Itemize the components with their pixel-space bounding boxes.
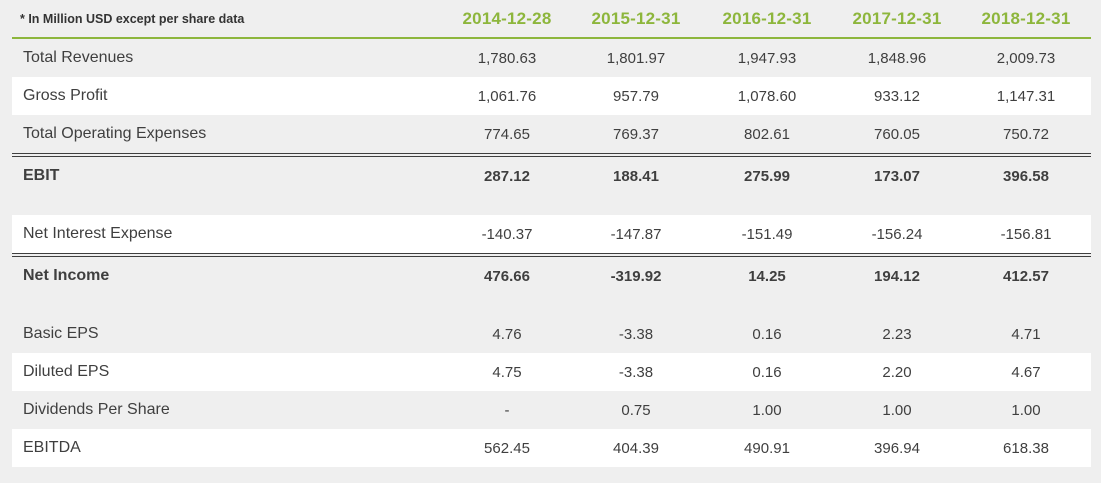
table-cell: 4.71 (1011, 326, 1041, 343)
table-cell: - (504, 402, 510, 419)
table-cell: 4.76 (492, 326, 522, 343)
table-cell: 194.12 (874, 268, 920, 285)
table-cell: 1,078.60 (737, 88, 797, 105)
units-note: * In Million USD except per share data (20, 12, 245, 26)
row-label: Diluted EPS (23, 363, 110, 380)
table-cell: 0.16 (752, 326, 782, 343)
table-cell: 933.12 (874, 88, 920, 105)
table-cell: 188.41 (613, 168, 659, 185)
table-cell: 412.57 (1003, 268, 1049, 285)
table-cell: 562.45 (484, 440, 530, 457)
table-cell: 2.23 (882, 326, 912, 343)
table-cell: -147.87 (610, 226, 662, 243)
table-cell: 4.75 (492, 364, 522, 381)
table-cell: -319.92 (610, 268, 662, 285)
table-row: Total Revenues 1,780.63 1,801.97 1,947.9… (12, 39, 1091, 77)
table-cell: 2,009.73 (996, 50, 1056, 67)
table-cell: -156.81 (1000, 226, 1052, 243)
column-header: 2014-12-28 (462, 9, 552, 28)
row-label: Total Revenues (23, 49, 134, 66)
table-cell: 802.61 (744, 126, 790, 143)
table-cell: 769.37 (613, 126, 659, 143)
table-cell: 396.94 (874, 440, 920, 457)
table-cell: -3.38 (618, 326, 654, 343)
row-label: Basic EPS (23, 325, 99, 342)
table-cell: 1,848.96 (867, 50, 927, 67)
table-row-subtotal: Net Income 476.66 -319.92 14.25 194.12 4… (12, 253, 1091, 315)
table-cell: 1,147.31 (996, 88, 1056, 105)
row-label: Dividends Per Share (23, 401, 170, 418)
table-cell: 1.00 (1011, 402, 1041, 419)
table-cell: 396.58 (1003, 168, 1049, 185)
table-cell: 957.79 (613, 88, 659, 105)
table-cell: 774.65 (484, 126, 530, 143)
table-cell: 1,061.76 (477, 88, 537, 105)
table-cell: 1,947.93 (737, 50, 797, 67)
table-row: Dividends Per Share - 0.75 1.00 1.00 1.0… (12, 391, 1091, 429)
table-cell: 173.07 (874, 168, 920, 185)
table-row: Gross Profit 1,061.76 957.79 1,078.60 93… (12, 77, 1091, 115)
row-label: Gross Profit (23, 87, 108, 104)
column-header: 2015-12-31 (591, 9, 681, 28)
table-cell: 476.66 (484, 268, 530, 285)
row-label: Net Interest Expense (23, 225, 173, 242)
table-cell: -140.37 (481, 226, 533, 243)
table-cell: 618.38 (1003, 440, 1049, 457)
column-header: 2016-12-31 (722, 9, 812, 28)
row-label: Total Operating Expenses (23, 125, 207, 142)
table-cell: 404.39 (613, 440, 659, 457)
row-label: EBIT (23, 167, 60, 184)
table-cell: -156.24 (871, 226, 923, 243)
table-cell: 750.72 (1003, 126, 1049, 143)
table-cell: 1.00 (882, 402, 912, 419)
table-cell: 2.20 (882, 364, 912, 381)
table-row: Net Interest Expense -140.37 -147.87 -15… (12, 215, 1091, 253)
table-row: EBITDA 562.45 404.39 490.91 396.94 618.3… (12, 429, 1091, 467)
table-header: * In Million USD except per share data 2… (12, 0, 1091, 39)
table-cell: -151.49 (741, 226, 793, 243)
row-label: EBITDA (23, 439, 81, 456)
table-row-subtotal: EBIT 287.12 188.41 275.99 173.07 396.58 (12, 153, 1091, 215)
table-cell: 490.91 (744, 440, 790, 457)
table-cell: -3.38 (618, 364, 654, 381)
table-cell: 1.00 (752, 402, 782, 419)
table-cell: 0.16 (752, 364, 782, 381)
table-cell: 0.75 (621, 402, 651, 419)
column-header: 2017-12-31 (852, 9, 942, 28)
column-header: 2018-12-31 (981, 9, 1071, 28)
financial-table: * In Million USD except per share data 2… (12, 0, 1091, 467)
table-row: Total Operating Expenses 774.65 769.37 8… (12, 115, 1091, 153)
table-cell: 760.05 (874, 126, 920, 143)
table-row: Diluted EPS 4.75 -3.38 0.16 2.20 4.67 (12, 353, 1091, 391)
table-cell: 275.99 (744, 168, 790, 185)
table-cell: 1,780.63 (477, 50, 537, 67)
table-row: Basic EPS 4.76 -3.38 0.16 2.23 4.71 (12, 315, 1091, 353)
table-cell: 287.12 (484, 168, 530, 185)
table-cell: 1,801.97 (606, 50, 666, 67)
table-cell: 14.25 (748, 268, 786, 285)
row-label: Net Income (23, 267, 110, 284)
table-cell: 4.67 (1011, 364, 1041, 381)
